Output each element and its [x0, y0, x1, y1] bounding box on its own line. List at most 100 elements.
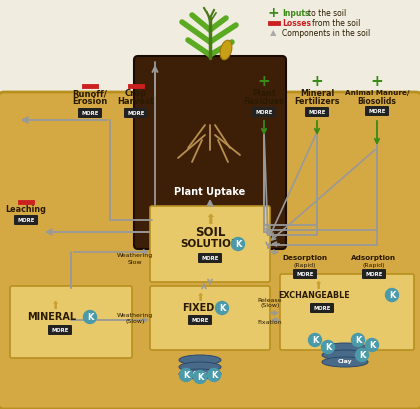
Circle shape: [194, 371, 207, 384]
FancyBboxPatch shape: [293, 269, 317, 279]
Text: MORE: MORE: [127, 111, 144, 116]
Text: K: K: [87, 313, 93, 322]
Text: MINERAL: MINERAL: [27, 312, 76, 322]
Text: Fertilizers: Fertilizers: [294, 97, 340, 106]
Text: EXCHANGEABLE: EXCHANGEABLE: [278, 290, 350, 299]
Ellipse shape: [179, 362, 221, 372]
Text: MORE: MORE: [192, 318, 209, 323]
Circle shape: [231, 238, 244, 250]
Text: Residues: Residues: [244, 97, 284, 106]
Text: +: +: [267, 6, 279, 20]
Ellipse shape: [322, 350, 368, 360]
Text: K: K: [359, 351, 365, 360]
Ellipse shape: [322, 343, 368, 353]
Text: +: +: [311, 74, 323, 90]
FancyBboxPatch shape: [252, 107, 276, 117]
FancyBboxPatch shape: [10, 286, 132, 358]
Text: K: K: [235, 240, 241, 249]
Text: Desorption: Desorption: [282, 255, 328, 261]
Circle shape: [207, 369, 220, 382]
Text: ⬆: ⬆: [204, 213, 216, 227]
Text: K: K: [389, 291, 395, 300]
Circle shape: [386, 288, 399, 301]
Text: Animal Manure/: Animal Manure/: [345, 90, 409, 96]
Text: K: K: [183, 371, 189, 380]
Text: +: +: [370, 74, 383, 90]
Text: Losses: Losses: [282, 18, 311, 27]
Circle shape: [215, 301, 228, 315]
Circle shape: [321, 341, 334, 353]
Text: Plant: Plant: [252, 90, 276, 99]
Text: MORE: MORE: [81, 111, 99, 116]
Text: Release: Release: [258, 297, 282, 303]
Ellipse shape: [220, 40, 232, 60]
Text: MORE: MORE: [365, 272, 383, 277]
Text: Weathering: Weathering: [117, 254, 153, 258]
Circle shape: [355, 348, 368, 362]
Text: Slow: Slow: [128, 259, 142, 265]
Circle shape: [365, 339, 378, 351]
Ellipse shape: [179, 355, 221, 365]
Text: K: K: [211, 371, 217, 380]
Text: SOLUTION: SOLUTION: [180, 239, 240, 249]
Text: Components in the soil: Components in the soil: [282, 29, 370, 38]
Text: Plant Uptake: Plant Uptake: [174, 187, 246, 197]
Ellipse shape: [179, 369, 221, 379]
Text: Clay: Clay: [338, 360, 352, 364]
Text: ▲: ▲: [270, 29, 276, 38]
Text: K: K: [355, 336, 361, 345]
FancyBboxPatch shape: [150, 286, 270, 350]
Text: Weathering: Weathering: [117, 314, 153, 319]
Text: (Slow): (Slow): [125, 319, 144, 324]
Text: K: K: [369, 341, 375, 350]
Text: MORE: MORE: [17, 218, 35, 223]
Text: to the soil: to the soil: [308, 9, 346, 18]
FancyBboxPatch shape: [310, 303, 334, 313]
Text: Inputs: Inputs: [282, 9, 310, 18]
Text: MORE: MORE: [368, 109, 386, 114]
Text: Biosolids: Biosolids: [357, 97, 396, 106]
Circle shape: [352, 333, 365, 346]
Text: K: K: [312, 336, 318, 345]
Circle shape: [309, 333, 321, 346]
FancyBboxPatch shape: [134, 56, 286, 249]
Text: Erosion: Erosion: [72, 97, 108, 106]
Text: ⬆: ⬆: [313, 281, 323, 291]
Text: (Rapid): (Rapid): [294, 263, 316, 267]
Text: K: K: [197, 373, 203, 382]
Text: Clay: Clay: [193, 371, 207, 377]
Text: Harvest: Harvest: [118, 97, 155, 106]
Text: FIXED: FIXED: [182, 303, 214, 313]
FancyBboxPatch shape: [198, 253, 222, 263]
FancyBboxPatch shape: [362, 269, 386, 279]
Text: Fixation: Fixation: [258, 319, 282, 324]
FancyBboxPatch shape: [124, 108, 148, 118]
FancyBboxPatch shape: [150, 206, 270, 282]
Text: +: +: [257, 74, 270, 90]
FancyBboxPatch shape: [280, 274, 414, 350]
FancyBboxPatch shape: [48, 325, 72, 335]
Text: Crop: Crop: [125, 90, 147, 99]
Text: K: K: [325, 343, 331, 352]
Text: (Slow): (Slow): [260, 303, 280, 308]
Text: Adsorption: Adsorption: [352, 255, 396, 261]
Text: from the soil: from the soil: [312, 18, 360, 27]
FancyBboxPatch shape: [188, 315, 212, 325]
Text: MORE: MORE: [308, 110, 326, 115]
Text: MORE: MORE: [255, 110, 273, 115]
Circle shape: [179, 369, 192, 382]
Text: MORE: MORE: [297, 272, 314, 277]
Text: ⬆: ⬆: [195, 293, 205, 303]
Text: Leaching: Leaching: [5, 205, 47, 214]
FancyBboxPatch shape: [305, 107, 329, 117]
Text: MORE: MORE: [201, 256, 219, 261]
Ellipse shape: [322, 357, 368, 367]
Text: (Rapid): (Rapid): [363, 263, 385, 267]
FancyBboxPatch shape: [14, 215, 38, 225]
Text: K: K: [219, 304, 225, 313]
Text: SOIL: SOIL: [195, 227, 225, 240]
FancyBboxPatch shape: [78, 108, 102, 118]
Text: MORE: MORE: [51, 328, 69, 333]
Text: ⬆: ⬆: [50, 301, 60, 311]
Circle shape: [84, 310, 97, 324]
